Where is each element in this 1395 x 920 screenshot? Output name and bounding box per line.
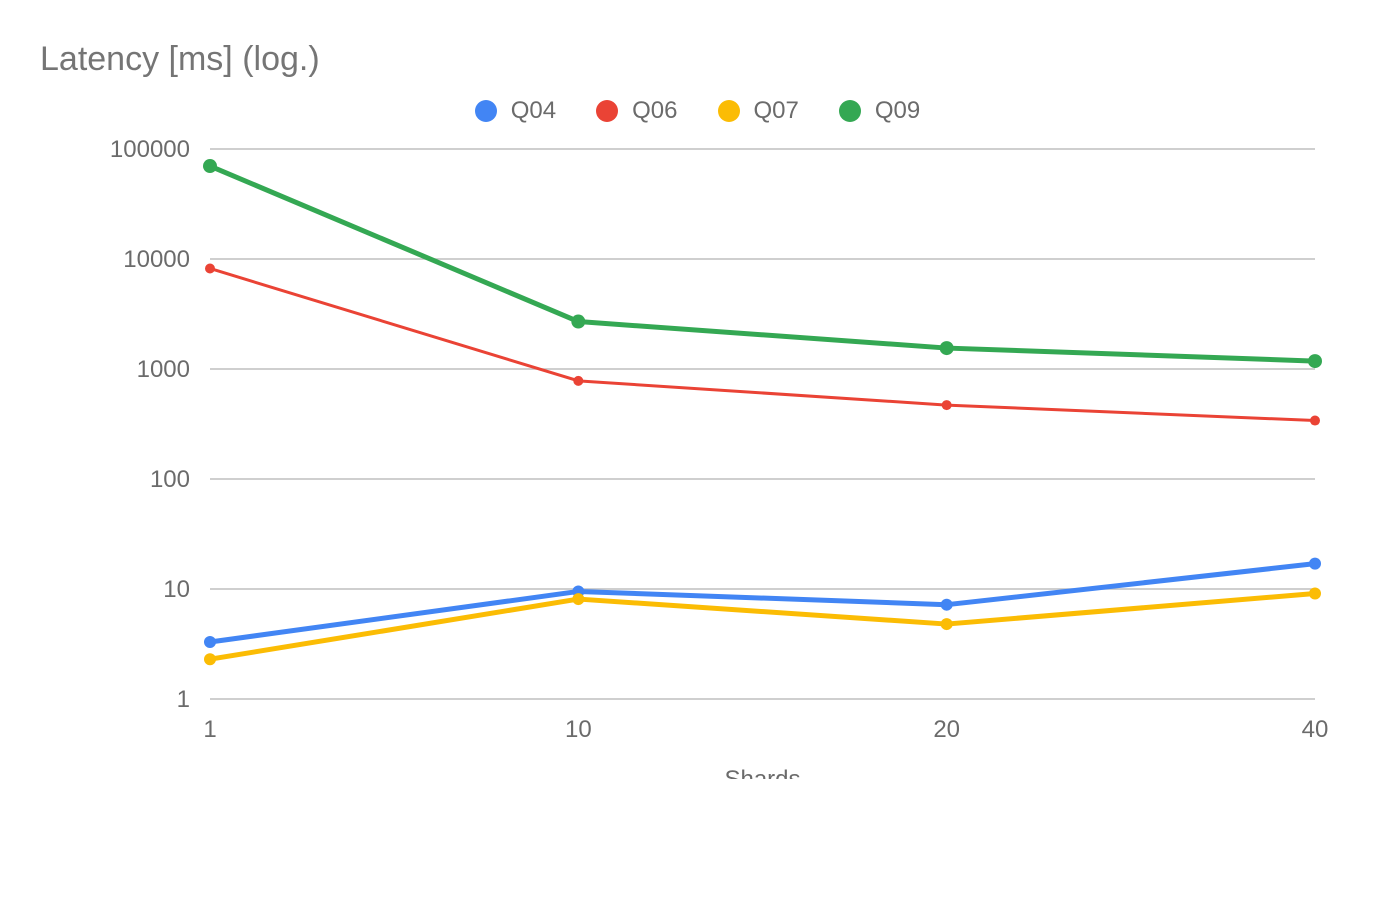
legend-item-q09: Q09 <box>839 97 920 125</box>
legend-item-q04: Q04 <box>475 97 556 125</box>
legend-label: Q07 <box>754 97 799 125</box>
series-point-q06 <box>942 400 952 410</box>
legend-marker-icon <box>475 100 497 122</box>
chart-svg: 1 10 100 1000 10000 100000 1 10 20 40 Shards <box>40 139 1355 779</box>
legend-marker-icon <box>839 100 861 122</box>
series-point-q09 <box>1308 354 1322 368</box>
series-line-q07 <box>210 594 1315 660</box>
x-tick-label: 40 <box>1302 716 1329 743</box>
chart-legend: Q04 Q06 Q07 Q09 <box>40 97 1355 125</box>
y-tick-label: 10000 <box>123 246 190 273</box>
x-tick-label: 1 <box>203 716 216 743</box>
series-point-q06 <box>573 376 583 386</box>
legend-marker-icon <box>718 100 740 122</box>
y-tick-label: 100 <box>150 466 190 493</box>
series-point-q07 <box>204 653 216 665</box>
latency-chart: Latency [ms] (log.) Q04Q06Q07Q09 1101001… <box>40 40 1355 880</box>
chart-title: Latency [ms] (log.) <box>40 40 1355 79</box>
legend-item-q06: Q06 <box>596 97 677 125</box>
y-tick-label: 1000 <box>137 356 190 383</box>
series-point-q06 <box>205 263 215 273</box>
series-line-q06 <box>210 268 1315 420</box>
x-tick-label: 10 <box>565 716 592 743</box>
series-point-q07 <box>1309 588 1321 600</box>
y-tick-label: 10 <box>163 576 190 603</box>
legend-item-q07: Q07 <box>718 97 799 125</box>
legend-label: Q06 <box>632 97 677 125</box>
series-point-q04 <box>941 599 953 611</box>
series-point-q07 <box>572 593 584 605</box>
series-point-q09 <box>203 159 217 173</box>
series-line-q09 <box>210 166 1315 361</box>
y-tick-label: 100000 <box>110 139 190 163</box>
x-tick-label: 20 <box>933 716 960 743</box>
series-point-q09 <box>940 341 954 355</box>
legend-label: Q04 <box>511 97 556 125</box>
series-point-q04 <box>1309 558 1321 570</box>
series-point-q09 <box>571 315 585 329</box>
y-tick-label: 1 <box>177 686 190 713</box>
legend-label: Q09 <box>875 97 920 125</box>
plot-area: 1 10 100 1000 10000 100000 1 10 20 40 Shards <box>40 139 1355 779</box>
series-point-q07 <box>941 618 953 630</box>
series-point-q04 <box>204 636 216 648</box>
x-axis-title: Shards <box>724 766 800 779</box>
series-point-q06 <box>1310 416 1320 426</box>
legend-marker-icon <box>596 100 618 122</box>
